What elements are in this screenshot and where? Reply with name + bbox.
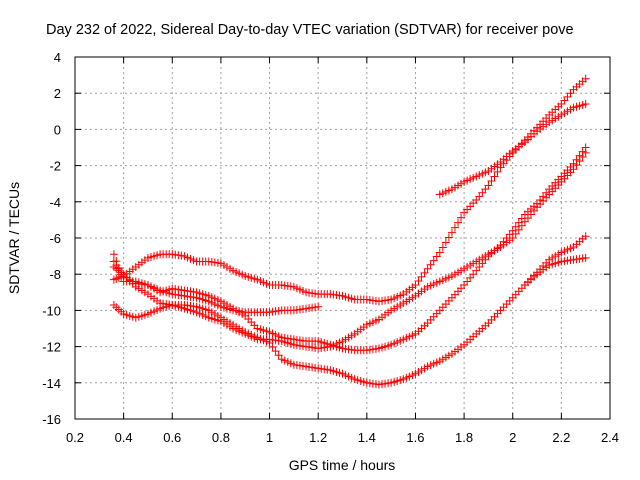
- y-tick-label: -12: [42, 340, 61, 355]
- y-tick-label: -10: [42, 303, 61, 318]
- tick-layer: 0.2 0.4 0.6 0.8 1 1.2 1.4 1.6 1.8 2 2.2 2.4 4 2 0 -2 -4 -…: [42, 50, 619, 445]
- sdtvar-chart: 0.2 0.4 0.6 0.8 1 1.2 1.4 1.6 1.8 2 2.2 2.4 4 2 0 -2 -4 -…: [0, 0, 640, 480]
- y-tick-label: -16: [42, 412, 61, 427]
- y-tick-label: -8: [49, 267, 61, 282]
- y-tick-label: 2: [54, 86, 61, 101]
- x-tick-label: 0.2: [66, 430, 84, 445]
- x-tick-label: 0.4: [115, 430, 133, 445]
- series-3: [110, 144, 590, 355]
- y-tick-label: -2: [49, 159, 61, 174]
- x-tick-label: 0.6: [163, 430, 181, 445]
- chart-title: Day 232 of 2022, Sidereal Day-to-day VTE…: [46, 22, 574, 38]
- y-tick-label: -4: [49, 195, 61, 210]
- x-tick-label: 1.4: [358, 430, 376, 445]
- x-tick-label: 1.8: [455, 430, 473, 445]
- x-tick-label: 0.8: [212, 430, 230, 445]
- x-tick-label: 2: [509, 430, 516, 445]
- x-tick-label: 1: [266, 430, 273, 445]
- y-tick-label: 4: [54, 50, 61, 65]
- grid-layer: [75, 57, 610, 419]
- series-4: [110, 149, 590, 352]
- y-tick-label: -14: [42, 376, 61, 391]
- x-tick-label: 2.2: [552, 430, 570, 445]
- y-tick-label: 0: [54, 122, 61, 137]
- x-tick-label: 1.6: [406, 430, 424, 445]
- x-axis-label: GPS time / hours: [289, 457, 396, 473]
- series-layer: [110, 75, 590, 389]
- y-axis-label: SDTVAR / TECUs: [6, 182, 22, 294]
- x-tick-label: 2.4: [601, 430, 619, 445]
- y-tick-label: -6: [49, 231, 61, 246]
- series-1: [110, 75, 590, 306]
- x-tick-label: 1.2: [309, 430, 327, 445]
